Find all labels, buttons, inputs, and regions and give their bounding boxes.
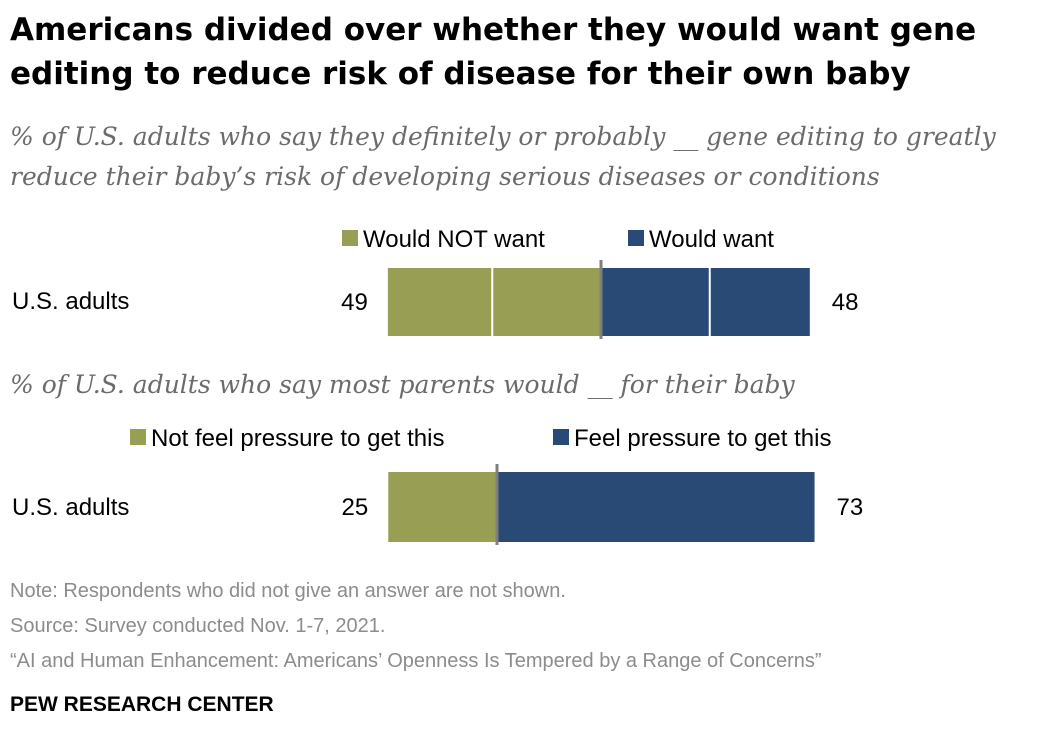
chart-2-value-label-not-feel-pressure: 25 [342, 494, 369, 521]
chart-1-value-label-would-want: 48 [832, 289, 859, 316]
chart-1-legend-label-1: Would NOT want [363, 226, 545, 253]
chart-2-bar-feel-pressure-to-get-this [497, 472, 815, 542]
chart-title: Americans divided over whether they woul… [10, 12, 977, 92]
chart-1-legend-swatch-1 [342, 230, 358, 246]
chart-2-legend-label-2: Feel pressure to get this [574, 425, 831, 452]
chart-2-value-label-feel-pressure: 73 [837, 494, 864, 521]
chart-2-category-label: U.S. adults [12, 494, 129, 521]
chart-2-legend-swatch-1 [130, 429, 146, 445]
chart-1-bar-would-want [601, 268, 810, 336]
chart-2-legend-swatch-2 [553, 429, 569, 445]
chart-1-subtitle: % of U.S. adults who say they definitely… [10, 122, 996, 191]
chart-1-value-label-would-not-want: 49 [341, 289, 368, 316]
chart-2-legend-label-1: Not feel pressure to get this [151, 425, 444, 452]
footnote-source: Source: Survey conducted Nov. 1-7, 2021. [10, 615, 386, 637]
chart-1-category-label: U.S. adults [12, 288, 129, 315]
chart-2-subtitle: % of U.S. adults who say most parents wo… [10, 370, 795, 399]
chart-2-bar-not-feel-pressure-to-get-this [388, 472, 497, 542]
footnote-report: “AI and Human Enhancement: Americans’ Op… [10, 650, 822, 672]
chart-1-legend-swatch-2 [628, 230, 644, 246]
pew-research-center-logo: PEW RESEARCH CENTER [10, 693, 274, 716]
footnote-note: Note: Respondents who did not give an an… [10, 580, 566, 602]
chart-1-legend-label-2: Would want [649, 226, 774, 253]
chart-1-bar-would-not-want [387, 268, 601, 336]
